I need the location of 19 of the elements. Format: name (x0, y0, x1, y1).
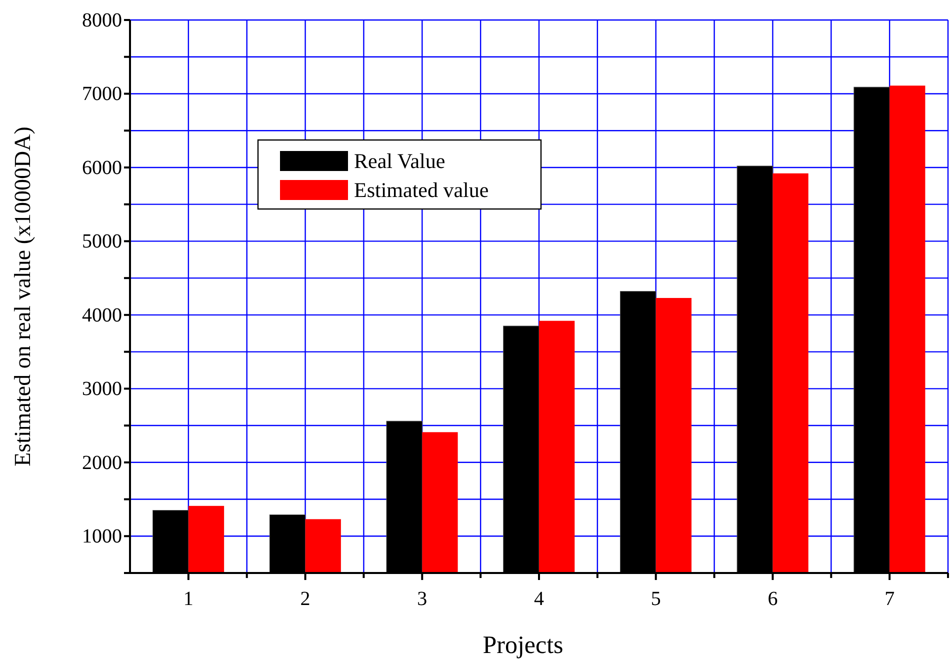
legend-label: Real Value (354, 149, 446, 173)
y-tick-label: 2000 (82, 452, 122, 474)
x-axis-title: Projects (482, 632, 564, 659)
y-tick-label: 4000 (82, 304, 122, 326)
x-tick-label: 3 (417, 588, 428, 610)
y-tick-label: 6000 (82, 156, 122, 179)
x-tick-label: 5 (650, 588, 661, 610)
y-tick-label: 3000 (82, 378, 122, 400)
y-axis-title: Estimated on real value (x10000DA) (10, 126, 35, 466)
legend-label: Estimated value (354, 178, 489, 202)
x-tick-label: 1 (183, 588, 194, 610)
y-tick-label: 1000 (82, 526, 122, 548)
x-tick-label: 6 (768, 588, 778, 610)
y-tick-label: 7000 (82, 83, 122, 106)
x-tick-label: 4 (534, 588, 544, 610)
y-tick-label: 5000 (82, 230, 122, 253)
y-tick-label: 8000 (82, 9, 122, 32)
x-tick-label: 2 (300, 588, 310, 610)
x-tick-label: 7 (884, 588, 895, 610)
